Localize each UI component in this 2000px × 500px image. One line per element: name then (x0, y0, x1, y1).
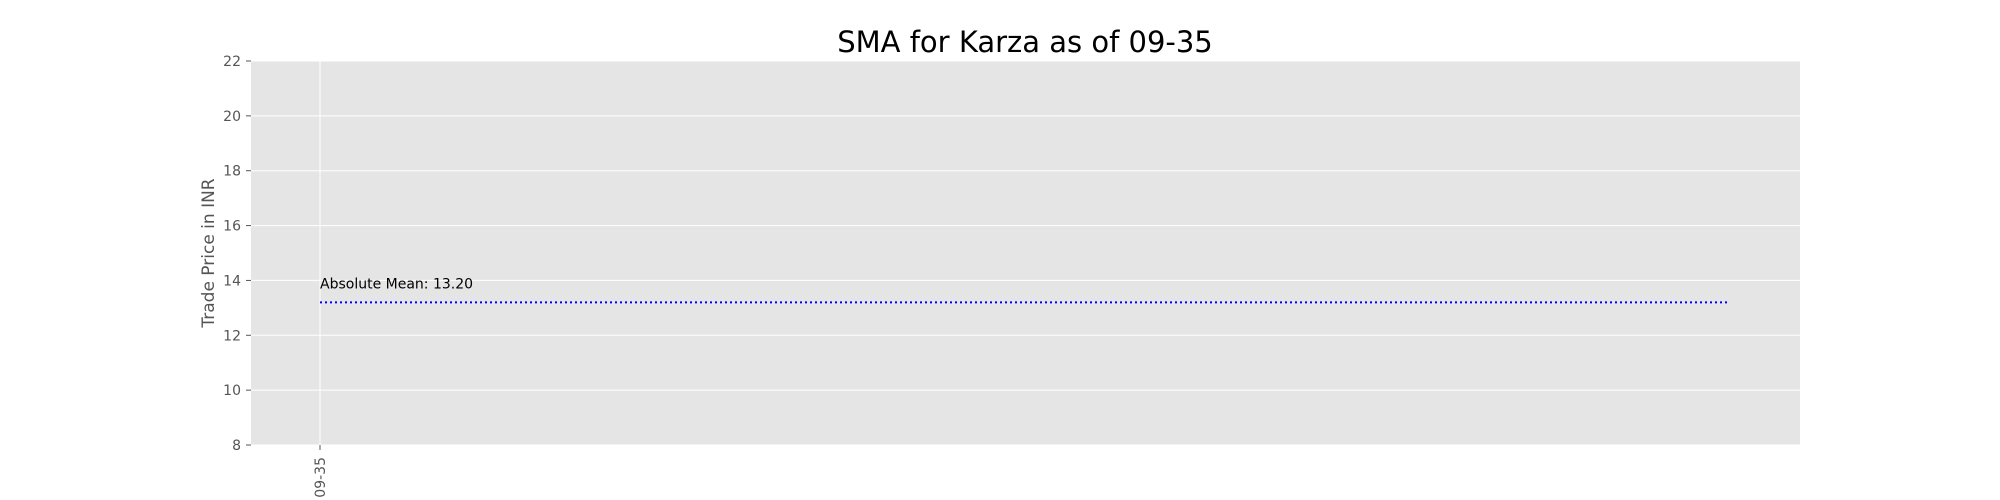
chart-title: SMA for Karza as of 09-35 (837, 25, 1213, 59)
grid-lines (251, 60, 1800, 446)
plot-area (251, 61, 1800, 445)
mean-annotation: Absolute Mean: 13.20 (320, 276, 473, 292)
y-tick-label: 16 (223, 219, 241, 235)
y-tick-label: 10 (223, 383, 241, 399)
y-tick-label: 8 (232, 438, 241, 454)
x-tick-label: 09-35 (313, 457, 329, 498)
data-marks: Absolute Mean: 13.20 (320, 276, 1730, 304)
y-tick-label: 14 (223, 273, 241, 289)
y-tick-label: 20 (223, 109, 241, 125)
y-tick-label: 18 (223, 164, 241, 180)
y-tick-label: 22 (223, 54, 241, 70)
y-tick-label: 12 (223, 328, 241, 344)
y-axis-label: Trade Price in INR (199, 178, 219, 328)
axes: 8 10 12 14 16 18 20 22 09-35 (223, 54, 329, 498)
